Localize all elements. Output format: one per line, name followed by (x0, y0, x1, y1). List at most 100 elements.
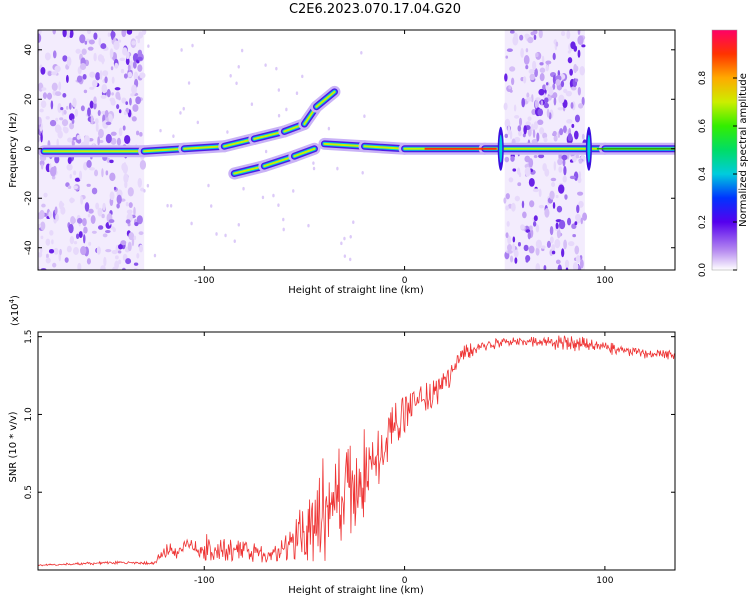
noise-mark (532, 221, 537, 227)
noise-mark (527, 116, 532, 121)
noise-mark (100, 265, 106, 270)
noise-mark (577, 86, 581, 96)
noise-mark (137, 177, 142, 188)
noise-mark (532, 188, 540, 193)
colorbar-tick-label: 0.8 (698, 71, 708, 86)
noise-mark (38, 116, 42, 125)
noise-mark (555, 79, 561, 86)
noise-mark (567, 50, 571, 54)
noise-mark (39, 209, 45, 219)
noise-mark (101, 83, 108, 94)
noise-mark (558, 184, 565, 194)
noise-mark (340, 241, 343, 246)
noise-mark (137, 49, 143, 57)
noise-mark (575, 255, 581, 264)
noise-mark (64, 257, 69, 263)
noise-mark (63, 109, 67, 115)
noise-mark (215, 232, 218, 236)
noise-mark (525, 48, 529, 53)
noise-mark (38, 33, 42, 43)
noise-mark (579, 259, 584, 269)
noise-mark (540, 100, 544, 106)
noise-mark (100, 94, 107, 99)
noise-mark (543, 102, 549, 109)
noise-mark (97, 225, 104, 230)
noise-mark (224, 233, 227, 238)
noise-mark (81, 48, 87, 55)
noise-mark (505, 193, 510, 200)
noise-mark (577, 30, 581, 36)
noise-mark (135, 35, 142, 40)
carrier-track-core (363, 145, 406, 150)
noise-mark (102, 233, 108, 238)
noise-mark (509, 66, 516, 72)
spike-core (499, 134, 503, 163)
noise-mark (553, 135, 558, 142)
noise-mark (97, 207, 103, 217)
noise-mark (69, 122, 75, 130)
noise-mark (520, 47, 524, 58)
noise-mark (545, 60, 552, 65)
noise-mark (542, 132, 548, 139)
noise-mark (576, 216, 581, 224)
noise-mark (503, 197, 507, 204)
noise-mark (41, 203, 46, 208)
noise-mark (45, 238, 51, 246)
noise-mark (73, 247, 79, 255)
noise-mark (90, 115, 94, 125)
noise-mark (105, 133, 112, 144)
noise-mark (109, 172, 116, 182)
noise-mark (117, 250, 122, 254)
noise-mark (40, 163, 44, 170)
noise-mark (566, 119, 572, 123)
noise-mark (126, 209, 133, 215)
noise-mark (527, 127, 532, 137)
noise-mark (552, 130, 557, 137)
noise-mark (580, 217, 583, 225)
noise-mark (87, 213, 91, 218)
noise-mark (55, 213, 59, 222)
noise-mark (55, 117, 59, 122)
noise-mark (578, 159, 583, 164)
noise-mark (573, 130, 579, 140)
noise-mark (527, 231, 531, 240)
noise-mark (564, 259, 570, 269)
noise-mark (38, 223, 42, 228)
noise-mark (60, 106, 64, 111)
noise-mark (66, 30, 70, 39)
noise-mark (125, 258, 132, 265)
noise-mark (72, 97, 77, 108)
noise-mark (523, 55, 530, 65)
noise-mark (66, 105, 69, 110)
colorbar-tick-label: 0.2 (698, 215, 708, 229)
noise-mark (561, 154, 568, 161)
noise-mark (80, 105, 85, 112)
noise-mark (133, 206, 136, 217)
noise-mark (137, 38, 141, 44)
noise-mark (527, 36, 534, 44)
noise-mark (127, 71, 133, 78)
snr-series-line (38, 335, 675, 567)
noise-mark (577, 49, 581, 58)
noise-mark (70, 215, 76, 225)
noise-mark (233, 239, 236, 243)
noise-mark (533, 154, 538, 159)
noise-mark (525, 65, 529, 70)
noise-mark (530, 123, 534, 132)
colorbar-tick-label: 0.6 (698, 119, 708, 134)
noise-mark (48, 211, 52, 219)
noise-mark (546, 108, 550, 118)
chart-title: C2E6.2023.070.17.04.G20 (288, 2, 462, 17)
spectrogram-ytick-label: 40 (24, 44, 34, 56)
noise-mark (138, 231, 144, 236)
colorbar-frame (711, 29, 738, 271)
noise-mark (526, 96, 532, 102)
noise-mark (182, 106, 185, 111)
snr-ytick-label: 0.5 (24, 485, 34, 499)
noise-mark (511, 243, 516, 253)
colorbar-tick-label: 0.4 (698, 167, 708, 182)
noise-mark (50, 100, 54, 110)
noise-mark (523, 244, 529, 252)
noise-mark (139, 132, 143, 137)
noise-mark (581, 96, 585, 106)
